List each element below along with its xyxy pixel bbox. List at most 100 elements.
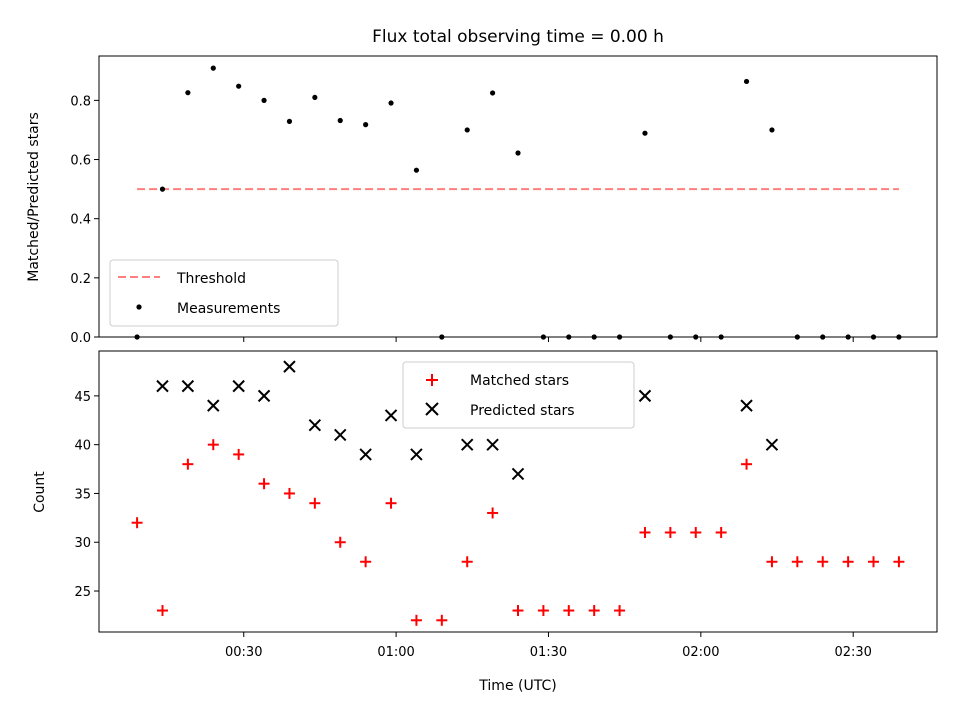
predicted-stars-point <box>359 448 372 461</box>
predicted-stars-point <box>207 399 220 412</box>
matched-stars-point <box>791 556 803 568</box>
measurement-point <box>515 150 521 156</box>
matched-stars-point <box>563 605 575 617</box>
legend-predicted-label: Predicted stars <box>470 403 575 419</box>
matched-stars-point <box>156 605 168 617</box>
matched-stars-point <box>436 614 448 626</box>
matched-stars-point <box>537 605 549 617</box>
x-axis-label: Time (UTC) <box>478 678 556 694</box>
legend-predicted-swatch <box>425 402 439 416</box>
measurement-point <box>490 90 496 96</box>
measurement-point <box>743 78 750 85</box>
matched-stars-point <box>410 614 422 626</box>
y-tick-label: 45 <box>74 390 91 405</box>
predicted-stars-point <box>156 379 169 393</box>
predicted-stars-point <box>232 379 245 393</box>
measurement-point <box>286 118 293 124</box>
legend-measurements-swatch <box>136 304 142 310</box>
legend-matched-label: Matched stars <box>470 373 569 389</box>
y-tick-label: 30 <box>74 536 91 551</box>
matched-stars-point <box>461 556 473 568</box>
bottom-panel: 25 30 35 40 45 00:30 01:00 01:30 02:00 02:30 Cou… <box>32 350 938 694</box>
measurement-point <box>388 100 394 106</box>
predicted-stars-point <box>308 418 322 432</box>
y-tick-label: 40 <box>74 439 91 454</box>
top-y-ticks: 0.0 0.2 0.4 0.6 0.8 <box>70 94 99 346</box>
measurement-point <box>413 167 420 173</box>
y-tick-label: 0.4 <box>70 213 91 228</box>
predicted-stars-point <box>384 409 398 422</box>
x-tick-label: 01:30 <box>530 645 567 660</box>
matched-stars-point <box>487 507 499 519</box>
matched-stars-point <box>334 536 346 548</box>
x-tick-label: 02:00 <box>682 645 719 660</box>
legend-measurements-label: Measurements <box>177 301 280 317</box>
matched-stars-point <box>868 556 880 568</box>
matched-stars-point <box>842 556 854 568</box>
legend-matched-swatch <box>426 374 438 386</box>
matched-stars-point <box>588 605 600 617</box>
bottom-legend: Matched stars Predicted stars <box>402 361 635 429</box>
measurement-point <box>185 90 191 96</box>
y-tick-label: 35 <box>74 487 91 502</box>
predicted-stars-point <box>461 438 474 451</box>
matched-stars-point <box>258 478 270 490</box>
top-y-axis-label: Matched/Predicted stars <box>26 112 42 282</box>
top-x-ticks <box>243 337 854 342</box>
predicted-stars-point <box>257 389 271 403</box>
matched-stars-point <box>893 556 905 568</box>
predicted-stars-point <box>638 389 652 403</box>
top-legend-box <box>109 259 339 327</box>
legend-threshold-label: Threshold <box>176 271 246 287</box>
matched-stars-point <box>512 605 524 617</box>
matched-stars-point <box>741 458 753 470</box>
measurement-point <box>236 83 242 89</box>
predicted-stars-point <box>283 360 296 373</box>
matched-stars-point <box>131 517 143 529</box>
measurement-point <box>363 122 369 128</box>
predicted-stars-point <box>740 399 753 412</box>
top-legend: Threshold Measurements <box>109 259 339 327</box>
bottom-y-axis-label: Count <box>32 471 48 513</box>
matched-stars-point <box>817 556 829 568</box>
matched-stars-point <box>766 556 778 568</box>
measurement-point <box>464 127 470 133</box>
matched-stars-point <box>715 526 727 538</box>
matched-stars-point <box>182 458 194 470</box>
bottom-axes-frame <box>98 350 938 633</box>
y-tick-label: 0.0 <box>70 331 91 346</box>
predicted-stars-point <box>181 379 195 393</box>
matched-stars-point <box>207 439 219 451</box>
x-tick-label: 02:30 <box>834 645 871 660</box>
measurement-point <box>337 117 343 124</box>
measurement-point <box>642 130 648 136</box>
bottom-y-ticks: 25 30 35 40 45 <box>74 390 99 600</box>
predicted-stars-point <box>334 428 347 442</box>
measurement-point <box>159 186 166 192</box>
y-tick-label: 25 <box>74 585 91 600</box>
matched-stars-point <box>360 556 372 568</box>
matched-stars-point <box>639 526 651 538</box>
x-tick-label: 01:00 <box>377 645 414 660</box>
top-panel: 0.00.20.40.60.8 Matched/Predicted stars … <box>26 55 938 346</box>
measurement-point <box>312 94 318 101</box>
y-tick-label: 0.8 <box>70 94 91 109</box>
bottom-x-ticks: 00:30 01:00 01:30 02:00 02:30 <box>225 632 872 660</box>
y-tick-label: 0.2 <box>70 272 91 287</box>
bottom-plot-area <box>131 360 905 626</box>
matched-stars-point <box>309 497 321 509</box>
top-axes-frame <box>98 55 938 338</box>
x-tick-label: 00:30 <box>225 645 262 660</box>
matched-stars-point <box>385 497 397 509</box>
predicted-stars-point <box>486 438 499 451</box>
matched-stars-point <box>690 526 702 538</box>
measurement-point <box>769 127 775 133</box>
matched-stars-point <box>614 605 626 617</box>
predicted-stars-point <box>765 438 779 451</box>
predicted-stars-point <box>410 448 423 461</box>
measurement-point <box>261 97 267 103</box>
matched-stars-point <box>664 526 676 538</box>
measurement-point <box>210 65 216 71</box>
chart-title: Flux total observing time = 0.00 h <box>372 27 664 47</box>
